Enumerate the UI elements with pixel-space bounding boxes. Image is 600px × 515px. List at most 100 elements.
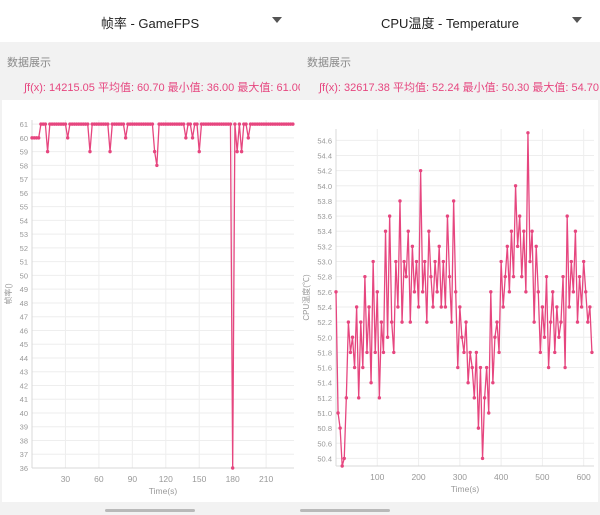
temp-y-tick-label: 52.6 [317, 288, 332, 297]
fps-data-point [233, 122, 237, 126]
temp-data-point [513, 184, 518, 188]
fps-data-point [235, 149, 239, 154]
temp-data-point [371, 259, 375, 264]
chevron-down-icon[interactable] [572, 17, 582, 23]
temp-data-point [373, 350, 377, 355]
temp-y-tick-label: 51.4 [317, 379, 332, 388]
temperature-metric-selector[interactable]: CPU温度 - Temperature [300, 0, 600, 42]
temp-data-point [470, 365, 474, 370]
fps-y-tick-label: 57 [20, 175, 28, 184]
fps-panel: 帧率 - GameFPS 数据展示 ∫f(x): 14215.05 平均值: 6… [0, 0, 304, 512]
fps-data-point [244, 122, 248, 126]
temp-data-point [542, 335, 547, 339]
fps-data-point [45, 149, 50, 154]
temp-data-point [588, 305, 592, 309]
temp-data-point [528, 259, 532, 264]
temp-data-point [489, 290, 493, 294]
temp-data-point [555, 305, 559, 309]
temp-data-point [553, 350, 557, 355]
temp-data-point [394, 259, 398, 264]
temp-y-axis-title: CPU温度(℃) [301, 274, 311, 321]
temp-y-tick-label: 50.6 [317, 439, 332, 448]
fps-data-point [197, 149, 201, 154]
temp-data-point [363, 274, 367, 279]
fps-metric-selector[interactable]: 帧率 - GameFPS [0, 0, 300, 42]
fps-x-tick-label: 150 [192, 474, 206, 484]
temp-data-point [385, 335, 390, 339]
temp-data-point [546, 365, 551, 370]
fps-y-tick-label: 48 [20, 299, 28, 308]
fps-y-axis-title: 帧率() [3, 283, 13, 305]
fps-y-tick-label: 52 [20, 244, 28, 253]
fps-x-tick-label: 30 [61, 474, 71, 484]
fps-data-point [108, 149, 112, 154]
temp-y-tick-label: 54.2 [317, 167, 332, 176]
temp-data-point [443, 305, 448, 309]
temp-data-point [590, 350, 594, 355]
fps-y-tick-label: 59 [20, 148, 28, 157]
temp-data-point [482, 396, 487, 400]
fps-y-tick-label: 47 [20, 313, 28, 322]
fps-data-point [230, 466, 235, 470]
fps-data-point [228, 122, 233, 126]
fps-x-axis-title: Time(s) [149, 486, 178, 496]
fps-data-point [150, 122, 155, 126]
temp-data-point [400, 320, 404, 324]
temp-data-point [367, 305, 371, 309]
temp-data-point [559, 320, 563, 324]
temp-data-point [350, 335, 355, 339]
fps-data-point [123, 136, 128, 140]
temp-x-tick-label: 200 [411, 472, 425, 482]
fps-data-point [188, 122, 193, 126]
temp-data-point [404, 274, 408, 279]
temp-data-point [491, 380, 495, 385]
temp-data-point [340, 464, 344, 468]
chevron-down-icon[interactable] [272, 17, 282, 23]
temp-data-point [462, 350, 466, 355]
temperature-section-label: 数据展示 [307, 57, 351, 69]
temp-data-point [499, 259, 503, 264]
temp-data-point [503, 274, 507, 279]
temp-data-point [501, 305, 505, 309]
temp-data-point [573, 229, 578, 233]
temp-data-point [487, 411, 491, 415]
temp-data-point [544, 274, 549, 279]
fps-x-tick-label: 90 [128, 474, 138, 484]
temp-data-point [361, 365, 365, 370]
temp-y-tick-label: 53.2 [317, 242, 332, 251]
fps-y-tick-label: 37 [20, 450, 28, 459]
temp-x-tick-label: 300 [453, 472, 467, 482]
fps-y-tick-label: 44 [20, 354, 28, 363]
fps-x-tick-label: 180 [226, 474, 240, 484]
temp-y-tick-label: 53.0 [317, 258, 332, 267]
temp-data-point [464, 320, 468, 324]
temp-data-point [577, 274, 582, 279]
temp-data-point [418, 168, 423, 173]
fps-data-point [246, 136, 250, 140]
temp-data-point [584, 290, 588, 294]
temp-data-point [460, 335, 464, 339]
fps-panel-title: 帧率 - GameFPS [100, 16, 200, 31]
temp-data-point [540, 305, 545, 309]
fps-data-point [237, 122, 242, 126]
temp-data-point [538, 350, 543, 355]
temp-data-point [402, 259, 406, 264]
temp-data-point [412, 290, 417, 294]
temp-data-point [387, 214, 392, 218]
temp-data-point [451, 199, 456, 203]
temp-data-point [548, 320, 553, 324]
temp-data-point [517, 214, 522, 218]
fps-section-label: 数据展示 [7, 57, 51, 69]
temp-x-tick-label: 400 [494, 472, 508, 482]
fps-data-point [36, 136, 41, 140]
temp-data-point [338, 426, 342, 430]
temp-y-tick-label: 54.4 [317, 152, 332, 161]
temp-y-tick-label: 50.4 [317, 454, 332, 463]
temp-data-point [505, 244, 510, 249]
temp-data-point [571, 290, 576, 294]
right-home-indicator [300, 509, 390, 512]
temp-data-point [437, 244, 441, 249]
fps-data-point [181, 122, 186, 126]
fps-data-point [291, 122, 295, 126]
fps-x-tick-label: 120 [159, 474, 173, 484]
